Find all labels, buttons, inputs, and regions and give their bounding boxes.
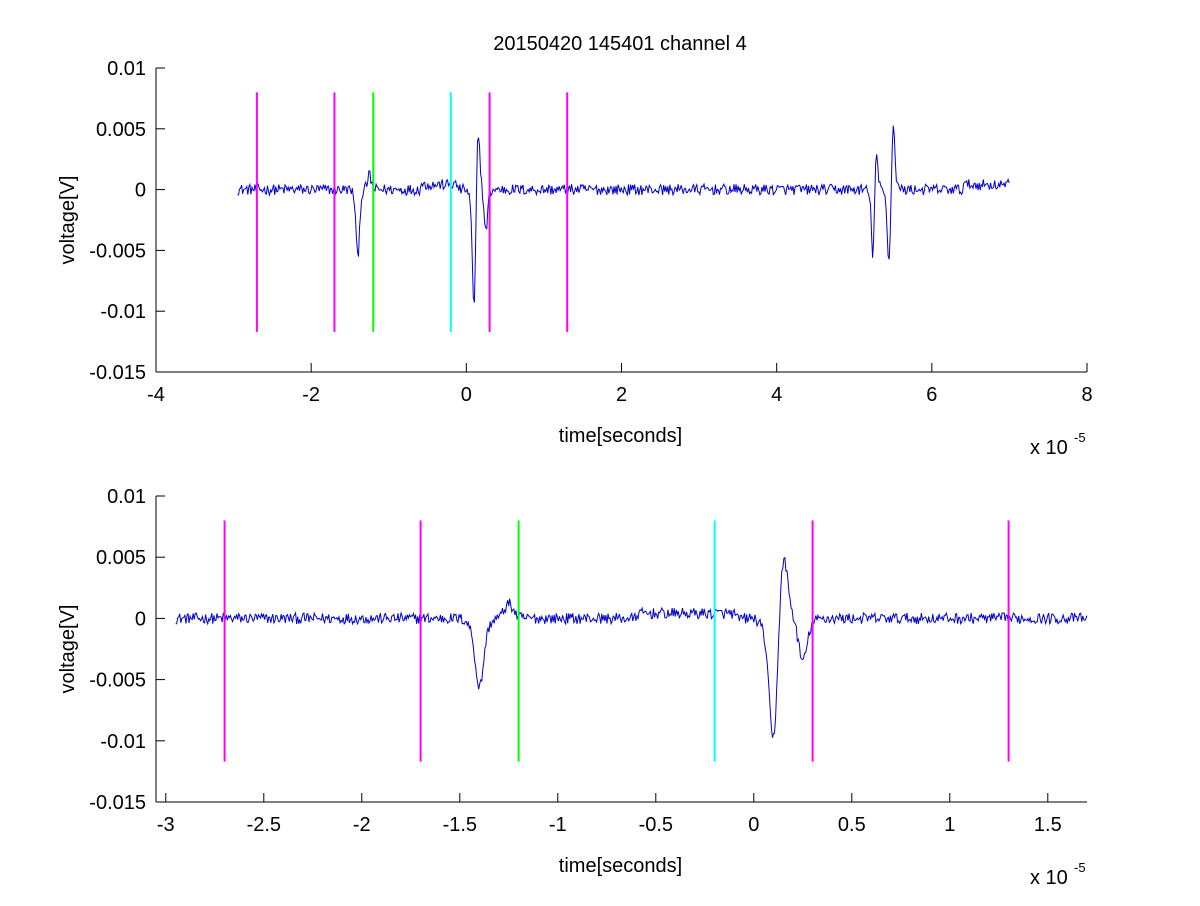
x-tick-label: 0: [748, 814, 759, 836]
y-axis-label: voltage[V]: [57, 176, 79, 265]
y-tick-label: 0.005: [96, 547, 146, 569]
x-tick-label: 1: [944, 814, 955, 836]
bottom-plot: 0.01 0.005 0 -0.005 -0.01 -0.015 -3 -2.5 -2 -1.5 -…: [57, 486, 1088, 889]
signal-line: [237, 125, 1010, 303]
y-tick-label: -0.01: [100, 301, 146, 323]
y-tick-label: -0.005: [89, 670, 146, 692]
y-tick-label: -0.015: [89, 792, 146, 814]
x-axis-label: time[seconds]: [559, 425, 682, 447]
y-tick-label: -0.005: [89, 240, 146, 262]
x-tick-label: -2.5: [247, 814, 281, 836]
x-tick-label: -1.5: [443, 814, 477, 836]
x-exponent-label: x 10: [1030, 437, 1068, 459]
y-tick-label: -0.01: [100, 731, 146, 753]
y-tick-label: 0: [135, 608, 146, 630]
x-tick-label: 0: [461, 384, 472, 406]
y-tick-label: 0.005: [96, 119, 146, 141]
x-exponent-power: -5: [1074, 860, 1086, 875]
chart-title: 20150420 145401 channel 4: [493, 33, 747, 55]
x-tick-label: 1.5: [1034, 814, 1062, 836]
y-tick-label: -0.015: [89, 362, 146, 384]
y-tick-label: 0.01: [107, 486, 146, 508]
x-tick-label: 0.5: [838, 814, 866, 836]
x-tick-label: -0.5: [639, 814, 673, 836]
y-tick-label: 0: [135, 180, 146, 202]
x-exponent-power: -5: [1074, 430, 1086, 445]
signal-line: [175, 556, 1088, 738]
x-tick-label: 8: [1081, 384, 1092, 406]
x-axis-label: time[seconds]: [559, 855, 682, 877]
top-plot: 0.01 0.005 0 -0.005 -0.01 -0.015-4 -2 0 2 4 6 8 time…: [57, 58, 1093, 459]
x-tick-label: -1: [549, 814, 567, 836]
x-tick-label: -4: [147, 384, 165, 406]
x-tick-label: 2: [616, 384, 627, 406]
x-tick-label: 4: [771, 384, 782, 406]
y-axis-label: voltage[V]: [57, 605, 79, 694]
x-tick-label: -2: [353, 814, 371, 836]
x-tick-label: 6: [926, 384, 937, 406]
x-exponent-label: x 10: [1030, 867, 1068, 889]
x-tick-label: -2: [302, 384, 320, 406]
x-tick-label: -3: [157, 814, 175, 836]
y-tick-label: 0.01: [107, 58, 146, 80]
